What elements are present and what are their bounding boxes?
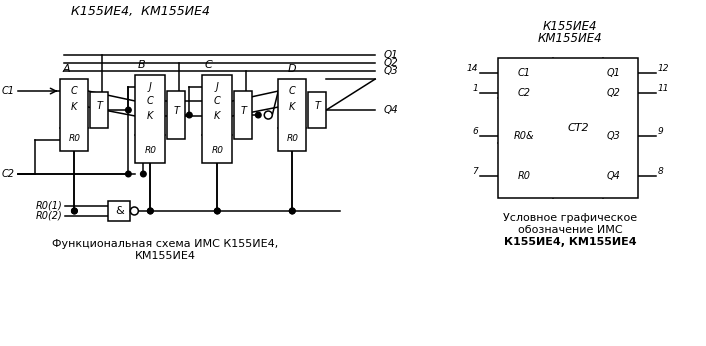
Text: D: D (288, 64, 297, 74)
Text: B: B (138, 60, 145, 70)
Circle shape (71, 208, 77, 214)
Bar (61, 79, 88, 151)
Circle shape (256, 112, 261, 118)
Text: R0(2): R0(2) (36, 211, 62, 221)
Text: T: T (240, 106, 246, 116)
Text: C2: C2 (1, 169, 14, 179)
Text: J: J (216, 82, 219, 92)
Text: обозначение ИМС: обозначение ИМС (517, 225, 623, 235)
Text: Условное графическое: Условное графическое (503, 213, 637, 223)
Text: A: A (63, 64, 70, 74)
Text: R0: R0 (68, 134, 80, 143)
Circle shape (126, 107, 131, 113)
Text: Q3: Q3 (383, 66, 398, 76)
Text: R0&: R0& (514, 131, 534, 141)
Text: K: K (289, 102, 295, 112)
Text: T: T (97, 101, 102, 111)
Circle shape (131, 207, 138, 215)
Bar (278, 79, 306, 151)
Text: R0: R0 (286, 134, 298, 143)
Text: Q4: Q4 (606, 171, 620, 181)
Text: К155ИЕ4: К155ИЕ4 (543, 20, 597, 33)
Text: Q2: Q2 (383, 58, 398, 68)
Bar (234, 91, 252, 139)
Circle shape (186, 112, 192, 118)
Text: Q3: Q3 (606, 131, 620, 141)
Text: К155ИЕ4,  КМ155ИЕ4: К155ИЕ4, КМ155ИЕ4 (71, 4, 210, 18)
Text: 6: 6 (472, 127, 478, 136)
Circle shape (215, 208, 220, 214)
Bar (136, 75, 165, 163)
Circle shape (148, 208, 153, 214)
Text: Q4: Q4 (383, 105, 398, 115)
Bar (90, 92, 109, 128)
Text: R0(1): R0(1) (36, 201, 62, 211)
Text: K: K (71, 102, 78, 112)
Bar (498, 58, 638, 198)
Text: КМ155ИЕ4: КМ155ИЕ4 (538, 31, 602, 45)
Circle shape (148, 208, 153, 214)
Text: T: T (314, 101, 321, 111)
Text: C: C (71, 86, 78, 96)
Text: Q2: Q2 (606, 88, 620, 98)
Circle shape (289, 208, 295, 214)
Circle shape (215, 208, 220, 214)
Text: К155ИЕ4, КМ155ИЕ4: К155ИЕ4, КМ155ИЕ4 (504, 237, 636, 247)
Text: R0: R0 (517, 171, 531, 181)
Bar (309, 92, 326, 128)
Text: 12: 12 (658, 64, 669, 73)
Text: &: & (115, 206, 124, 216)
Text: 1: 1 (472, 83, 478, 92)
Text: 7: 7 (472, 166, 478, 175)
Text: K: K (214, 111, 220, 121)
Circle shape (289, 208, 295, 214)
Text: T: T (174, 106, 179, 116)
Bar (167, 91, 186, 139)
Text: 11: 11 (658, 83, 669, 92)
Text: Функциональная схема ИМС К155ИЕ4,: Функциональная схема ИМС К155ИЕ4, (52, 239, 278, 249)
Text: C: C (205, 60, 213, 70)
Text: K: K (147, 111, 153, 121)
Text: R0: R0 (211, 146, 223, 155)
Text: R0: R0 (144, 146, 156, 155)
Circle shape (71, 208, 77, 214)
Text: Q1: Q1 (383, 50, 398, 60)
Text: C1: C1 (1, 86, 14, 96)
Text: C: C (147, 96, 154, 106)
Text: C: C (289, 86, 296, 96)
Text: 14: 14 (467, 64, 478, 73)
Text: C: C (214, 96, 221, 106)
Text: C2: C2 (517, 88, 531, 98)
Text: КМ155ИЕ4: КМ155ИЕ4 (135, 251, 196, 261)
Text: CT2: CT2 (567, 123, 589, 133)
Text: Q1: Q1 (606, 68, 620, 78)
Text: 9: 9 (658, 127, 664, 136)
Text: 8: 8 (658, 166, 664, 175)
Circle shape (140, 171, 146, 177)
Circle shape (126, 171, 131, 177)
Text: C1: C1 (517, 68, 531, 78)
Bar (109, 201, 131, 221)
Circle shape (264, 111, 273, 119)
Bar (203, 75, 232, 163)
Text: J: J (149, 82, 152, 92)
